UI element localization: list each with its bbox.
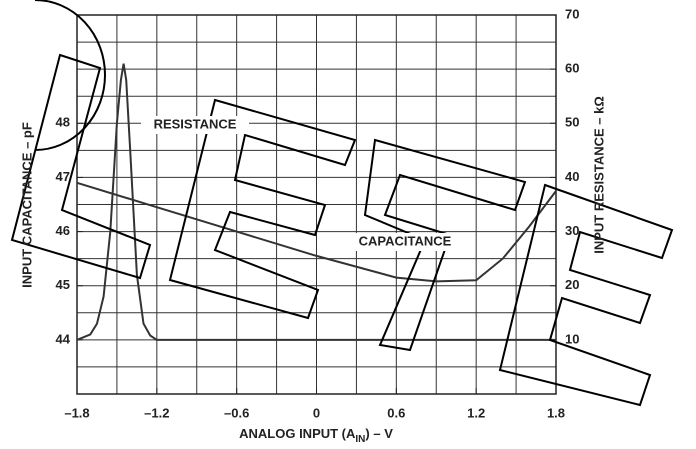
y2-tick-label: 20 bbox=[565, 277, 579, 292]
x-tick-label: 1.2 bbox=[467, 405, 485, 420]
y-axis-title: INPUT CAPACITANCE – pF bbox=[19, 122, 34, 288]
y2-tick-label: 70 bbox=[565, 6, 579, 21]
y2-tick-label: 60 bbox=[565, 61, 579, 76]
x-axis-title-part: ) – V bbox=[365, 426, 393, 441]
y-tick-label: 47 bbox=[56, 169, 70, 184]
x-tick-label: –0.6 bbox=[224, 405, 249, 420]
y-tick-label: 46 bbox=[56, 223, 70, 238]
x-tick-label: 0 bbox=[313, 405, 320, 420]
x-axis-title-part: IN bbox=[355, 434, 365, 444]
y2-tick-label: 30 bbox=[565, 223, 579, 238]
x-tick-label: 0.6 bbox=[387, 405, 405, 420]
y-tick-label: 48 bbox=[56, 115, 70, 130]
x-axis-title-part: ANALOG INPUT (A bbox=[239, 426, 356, 441]
x-tick-label: –1.2 bbox=[144, 405, 169, 420]
y2-tick-label: 50 bbox=[565, 115, 579, 130]
x-tick-label: –1.8 bbox=[64, 405, 89, 420]
chart: –1.8 –1.2 –0.6 0 0.6 1.2 1.8 44 45 46 47 48 10 20 30 40… bbox=[0, 0, 696, 444]
series-annotation: RESISTANCE bbox=[154, 116, 237, 131]
x-tick-label: 1.8 bbox=[547, 405, 565, 420]
y2-tick-label: 10 bbox=[565, 331, 579, 346]
y2-axis-title: INPUT RESISTANCE – kΩ bbox=[591, 96, 606, 254]
y-tick-label: 45 bbox=[56, 277, 70, 292]
x-axis-title: ANALOG INPUT (AIN) – V bbox=[239, 426, 393, 444]
y2-tick-label: 40 bbox=[565, 169, 579, 184]
y-tick-label: 44 bbox=[56, 331, 71, 346]
series-annotation: CAPACITANCE bbox=[359, 233, 452, 248]
